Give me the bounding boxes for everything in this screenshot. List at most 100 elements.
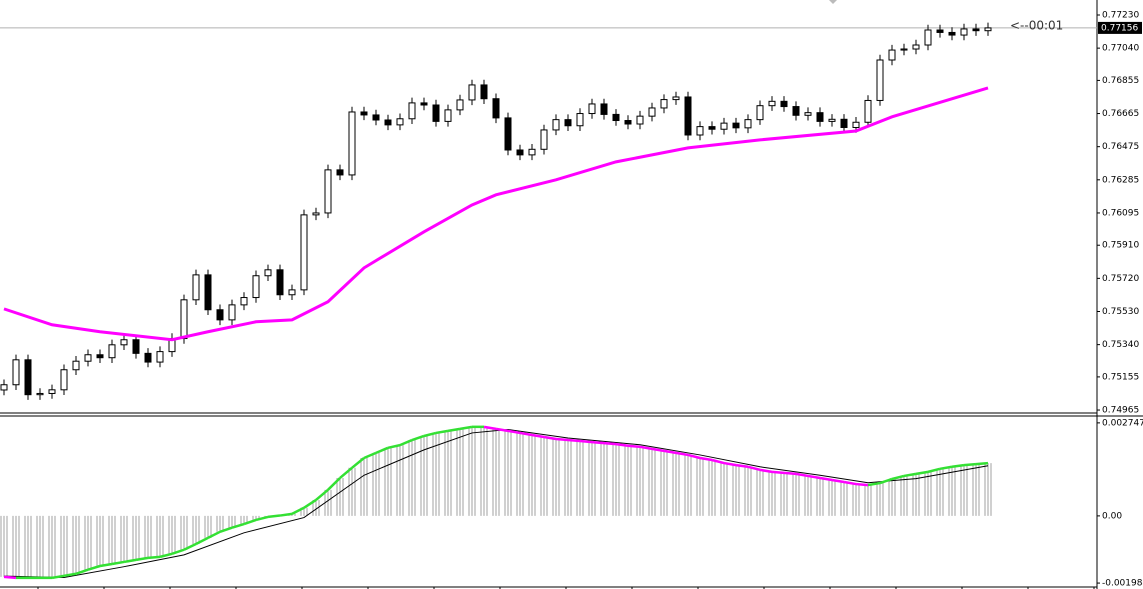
candle-body <box>276 269 284 296</box>
y-tick-label: -0.001984 <box>1102 579 1143 589</box>
candle-body <box>780 100 788 108</box>
macd-line-segment <box>351 457 365 469</box>
candle-body <box>972 28 980 32</box>
candle-body <box>504 117 512 151</box>
candle-body <box>528 148 536 156</box>
candle-body <box>936 29 944 33</box>
macd-line-segment <box>423 431 437 438</box>
y-tick-label: 0.77230 <box>1102 10 1139 20</box>
macd-line-segment <box>579 439 593 444</box>
candle-body <box>360 111 368 116</box>
candle-body <box>120 339 128 346</box>
candle-body <box>204 274 212 311</box>
candle-body <box>468 84 476 101</box>
candle-body <box>84 354 92 362</box>
moving-average <box>3 86 989 342</box>
candle-body <box>408 102 416 120</box>
candle-body <box>924 29 932 46</box>
y-tick-label: 0.75340 <box>1102 340 1139 350</box>
macd-line-segment <box>699 456 713 462</box>
macd-line-segment <box>99 562 113 568</box>
macd-line-segment <box>927 467 941 474</box>
macd-line-segment <box>627 444 641 449</box>
candle-body <box>312 212 320 216</box>
candle-body <box>216 309 224 321</box>
macd-line-segment <box>567 438 581 443</box>
macd-line-segment <box>615 442 629 448</box>
candle-body <box>492 98 500 119</box>
candle-body <box>444 109 452 122</box>
macd-line-segment <box>747 465 761 472</box>
macd-line-segment <box>243 518 257 526</box>
candle-body <box>336 169 344 176</box>
y-tick-label: 0.75910 <box>1102 241 1139 251</box>
macd-line-segment <box>75 568 89 575</box>
candle-body <box>480 84 488 100</box>
macd-line-segment <box>63 572 77 578</box>
candle-body <box>144 352 152 363</box>
macd-line-segment <box>531 433 545 439</box>
macd-line-segment <box>939 465 953 471</box>
macd-line-segment <box>975 461 989 466</box>
macd-line-segment <box>831 478 845 484</box>
candle-body <box>420 102 428 106</box>
macd-line-segment <box>543 435 557 441</box>
candle-body <box>396 118 404 126</box>
candle-body <box>384 119 392 126</box>
y-tick-label: 0.76095 <box>1102 208 1139 218</box>
candle-body <box>660 99 668 109</box>
macd-line-segment <box>219 526 233 533</box>
candle-body <box>24 359 32 396</box>
candle-body <box>744 119 752 129</box>
candle-body <box>852 121 860 128</box>
countdown-annotation: <--00:01 <box>1010 18 1063 32</box>
candle-body <box>708 126 716 130</box>
macd-line-segment <box>855 482 869 487</box>
candle-body <box>156 351 164 363</box>
macd-line-segment <box>639 445 653 451</box>
candle-body <box>180 299 188 340</box>
macd-line-segment <box>159 552 173 559</box>
macd-line-segment <box>135 556 149 562</box>
candle-body <box>588 103 596 115</box>
candle-body <box>264 269 272 277</box>
candle-body <box>696 126 704 136</box>
macd-line-segment <box>375 446 389 455</box>
macd-line-segment <box>651 447 665 453</box>
candle-body <box>900 48 908 51</box>
macd-line-segment <box>771 470 785 475</box>
macd-line-segment <box>111 560 125 566</box>
macd-line-segment <box>51 574 65 580</box>
candle-body <box>756 105 764 121</box>
current-price-label: 0.77156 <box>1101 23 1138 33</box>
candle-body <box>132 339 140 354</box>
y-tick-label: 0.76285 <box>1102 175 1139 185</box>
macd-line-segment <box>507 429 521 435</box>
y-tick-label: 0.76855 <box>1102 76 1139 86</box>
macd-line-segment <box>339 466 353 479</box>
macd-line-segment <box>555 437 569 442</box>
macd-line-segment <box>687 453 701 460</box>
macd-line-segment <box>495 427 509 433</box>
macd-line-segment <box>3 575 17 580</box>
y-tick-label: 0.002747 <box>1102 418 1143 428</box>
macd-line-segment <box>171 548 185 555</box>
macd-line-segment <box>411 434 425 442</box>
candle-body <box>72 360 80 371</box>
candle-body <box>456 99 464 111</box>
candle-body <box>732 122 740 129</box>
macd-line-segment <box>267 514 281 519</box>
candle-body <box>828 118 836 122</box>
candle-body <box>252 275 260 299</box>
macd-line-segment <box>843 480 857 486</box>
y-tick-label: 0.77040 <box>1102 44 1139 54</box>
macd-line-segment <box>903 472 917 478</box>
macd-line-segment <box>87 564 101 571</box>
y-tick-label: 0.76475 <box>1102 142 1139 152</box>
macd-line-segment <box>591 440 605 445</box>
candle-body <box>960 28 968 36</box>
macd-line-segment <box>891 474 905 481</box>
macd-line-segment <box>951 463 965 469</box>
current-price-box <box>1098 21 1142 34</box>
